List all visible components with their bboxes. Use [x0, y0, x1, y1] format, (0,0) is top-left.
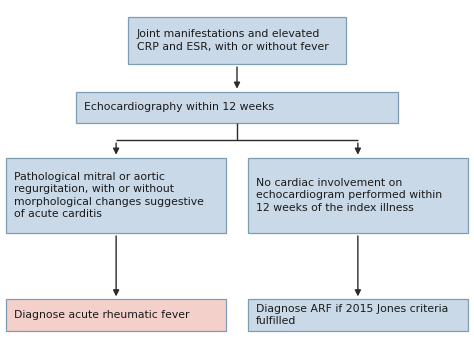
FancyBboxPatch shape	[6, 158, 227, 233]
Text: No cardiac involvement on
echocardiogram performed within
12 weeks of the index : No cardiac involvement on echocardiogram…	[256, 178, 442, 213]
Text: Echocardiography within 12 weeks: Echocardiography within 12 weeks	[84, 102, 274, 112]
FancyBboxPatch shape	[76, 92, 398, 123]
Text: Pathological mitral or aortic
regurgitation, with or without
morphological chang: Pathological mitral or aortic regurgitat…	[14, 172, 204, 219]
FancyBboxPatch shape	[247, 158, 468, 233]
FancyBboxPatch shape	[247, 299, 468, 331]
Text: Joint manifestations and elevated
CRP and ESR, with or without fever: Joint manifestations and elevated CRP an…	[137, 29, 328, 52]
Text: Diagnose acute rheumatic fever: Diagnose acute rheumatic fever	[14, 310, 190, 320]
Text: Diagnose ARF if 2015 Jones criteria
fulfilled: Diagnose ARF if 2015 Jones criteria fulf…	[256, 304, 448, 326]
FancyBboxPatch shape	[128, 17, 346, 64]
FancyBboxPatch shape	[6, 299, 227, 331]
